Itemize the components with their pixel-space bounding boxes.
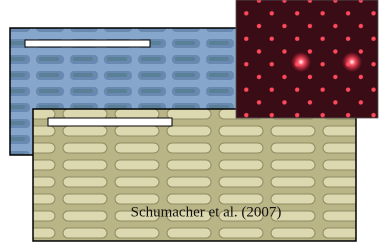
figure: Schumacher et al. (2007) — [0, 0, 380, 243]
scale-bar — [48, 118, 172, 126]
caption: Schumacher et al. (2007) — [131, 204, 282, 220]
diffraction-pattern — [236, 0, 378, 118]
bright-spot — [291, 52, 311, 72]
green-micrograph: Schumacher et al. (2007) — [33, 109, 356, 241]
page: {"caption": "Schumacher et al. (2007)"} … — [0, 0, 380, 243]
scale-bar — [25, 40, 150, 47]
bright-spot — [342, 52, 362, 72]
